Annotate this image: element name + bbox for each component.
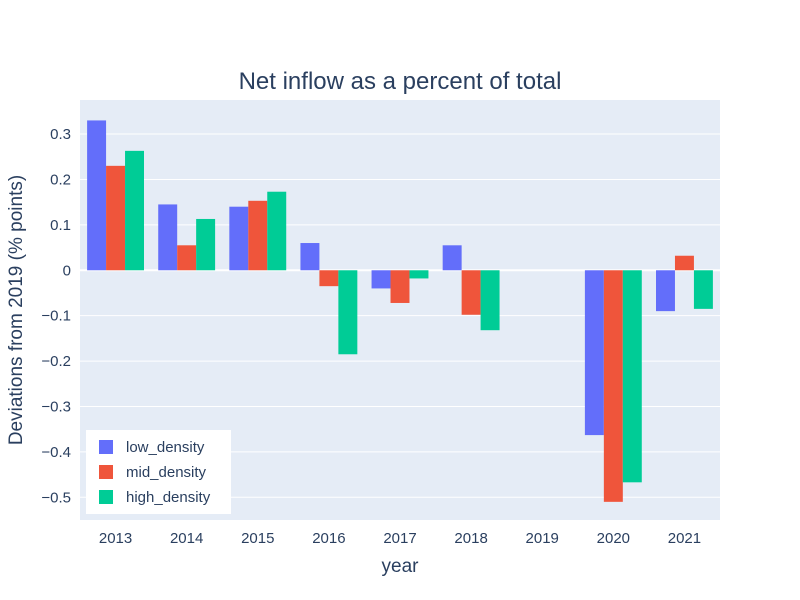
legend-swatch xyxy=(99,465,113,479)
bar-mid_density xyxy=(248,200,268,271)
chart-title: Net inflow as a percent of total xyxy=(239,68,562,95)
bar-mid_density xyxy=(177,245,197,271)
legend-swatch xyxy=(99,490,113,504)
x-tick-label: 2019 xyxy=(526,530,559,547)
bar-mid_density xyxy=(319,270,339,287)
legend-label: mid_density xyxy=(126,464,207,481)
bar-low_density xyxy=(87,120,107,271)
x-tick-label: 2017 xyxy=(383,530,416,547)
bar-low_density xyxy=(584,270,604,436)
bar-high_density xyxy=(622,270,642,483)
bars xyxy=(87,120,713,502)
bar-high_density xyxy=(267,191,287,271)
y-tick-label: −0.3 xyxy=(41,398,71,415)
legend-label: high_density xyxy=(126,489,211,506)
bar-low_density xyxy=(158,204,178,271)
x-tick-label: 2015 xyxy=(241,530,274,547)
y-tick-label: 0.2 xyxy=(50,171,71,188)
bar-low_density xyxy=(656,270,675,312)
x-tick-label: 2020 xyxy=(597,530,630,547)
y-axis-ticks: 0.3 0.2 0.1 0 −0.1 −0.2 −0.3 −0.4 −0.5 xyxy=(41,126,71,506)
bar-high_density xyxy=(693,270,713,309)
bar-low_density xyxy=(371,270,391,289)
legend-label: low_density xyxy=(126,439,205,456)
bar-high_density xyxy=(409,270,429,279)
bar-low_density xyxy=(229,206,249,271)
bar-mid_density xyxy=(106,165,126,271)
bar-mid_density xyxy=(390,270,410,303)
y-tick-label: −0.4 xyxy=(41,444,71,461)
y-tick-label: −0.2 xyxy=(41,353,71,370)
bar-high_density xyxy=(338,270,358,355)
x-axis-title: year xyxy=(382,556,420,577)
x-tick-label: 2018 xyxy=(454,530,487,547)
x-tick-label: 2021 xyxy=(668,530,701,547)
x-tick-label: 2014 xyxy=(170,530,203,547)
bar-low_density xyxy=(300,243,320,271)
x-axis-ticks: 2013 2014 2015 2016 2017 2018 2019 2020 2021 xyxy=(99,530,701,547)
bar-high_density xyxy=(480,270,500,331)
legend-swatch xyxy=(99,440,113,454)
bar-high_density xyxy=(196,218,216,271)
y-tick-label: −0.5 xyxy=(41,489,71,506)
bar-high_density xyxy=(125,150,144,271)
x-tick-label: 2013 xyxy=(99,530,132,547)
legend: low_density mid_density high_density xyxy=(86,430,231,514)
y-tick-label: −0.1 xyxy=(41,308,71,325)
bar-mid_density xyxy=(674,255,694,271)
x-tick-label: 2016 xyxy=(312,530,345,547)
y-tick-label: 0.1 xyxy=(50,217,71,234)
y-tick-label: 0 xyxy=(63,262,71,279)
y-axis-title: Deviations from 2019 (% points) xyxy=(6,175,27,445)
bar-mid_density xyxy=(603,270,623,502)
y-tick-label: 0.3 xyxy=(50,126,71,143)
bar-low_density xyxy=(442,245,462,271)
bar-mid_density xyxy=(461,270,481,315)
